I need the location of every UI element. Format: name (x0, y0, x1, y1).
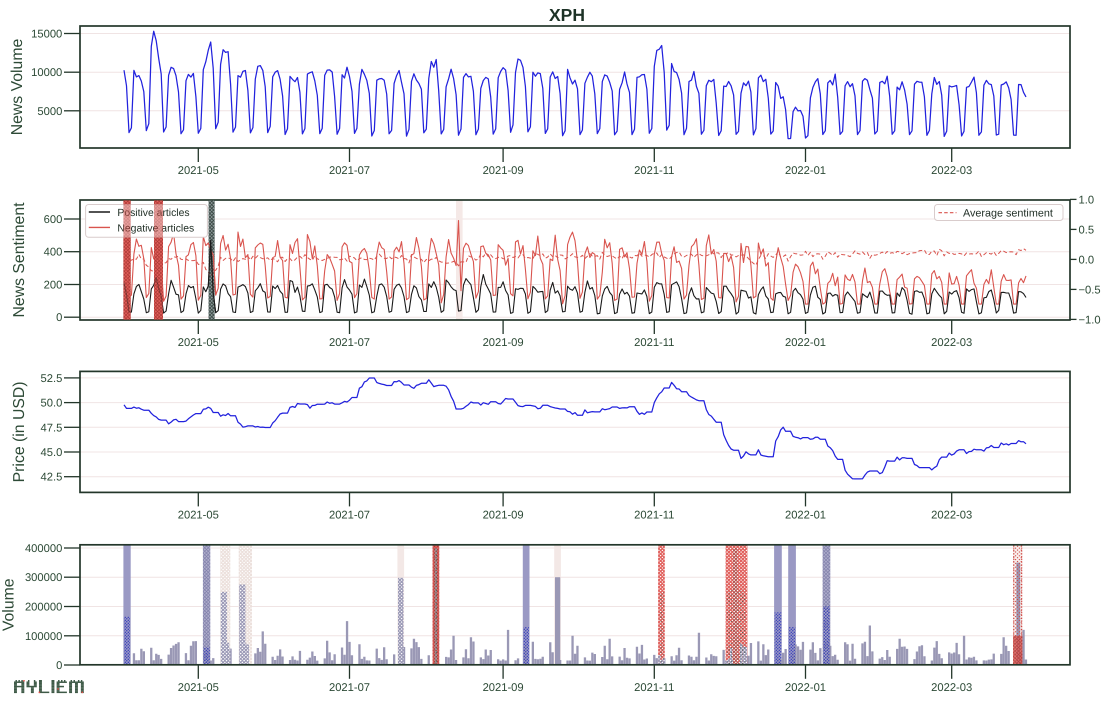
svg-text:400000: 400000 (25, 543, 62, 555)
svg-text:2021-05: 2021-05 (178, 165, 219, 177)
svg-text:2021-05: 2021-05 (178, 510, 219, 522)
svg-text:2021-05: 2021-05 (178, 337, 219, 349)
svg-text:Positive articles: Positive articles (117, 208, 189, 219)
svg-text:400: 400 (44, 247, 63, 259)
svg-text:45.0: 45.0 (41, 447, 63, 459)
svg-text:2021-07: 2021-07 (329, 510, 370, 522)
svg-text:−1.0: −1.0 (1079, 314, 1101, 326)
svg-text:News Volume: News Volume (9, 39, 26, 136)
svg-text:2022-03: 2022-03 (931, 682, 972, 694)
svg-text:15000: 15000 (31, 29, 62, 41)
svg-text:2021-11: 2021-11 (634, 165, 674, 177)
svg-text:2021-07: 2021-07 (329, 165, 370, 177)
svg-text:0: 0 (56, 660, 62, 672)
svg-text:42.5: 42.5 (41, 472, 63, 484)
svg-text:Average sentiment: Average sentiment (963, 207, 1053, 219)
svg-text:200: 200 (44, 280, 63, 292)
svg-text:Price (in USD): Price (in USD) (11, 381, 28, 482)
svg-text:47.5: 47.5 (41, 422, 63, 434)
svg-text:600: 600 (44, 214, 63, 226)
svg-text:52.5: 52.5 (41, 373, 63, 385)
svg-text:2022-01: 2022-01 (785, 682, 826, 694)
svg-text:2021-09: 2021-09 (483, 510, 524, 522)
svg-text:Volume: Volume (1, 578, 18, 631)
svg-text:XPH: XPH (549, 5, 585, 25)
svg-text:0.5: 0.5 (1079, 224, 1095, 236)
svg-text:2021-07: 2021-07 (329, 337, 370, 349)
svg-text:2021-09: 2021-09 (483, 165, 524, 177)
svg-text:2022-01: 2022-01 (785, 337, 826, 349)
svg-text:2021-09: 2021-09 (483, 337, 524, 349)
svg-text:2021-11: 2021-11 (634, 337, 674, 349)
svg-text:−0.5: −0.5 (1079, 284, 1101, 296)
svg-text:2022-03: 2022-03 (931, 165, 972, 177)
svg-text:1.0: 1.0 (1079, 194, 1095, 206)
svg-text:News Sentiment: News Sentiment (11, 202, 28, 318)
svg-text:200000: 200000 (25, 602, 62, 614)
svg-text:300000: 300000 (25, 572, 62, 584)
svg-text:50.0: 50.0 (41, 398, 63, 410)
svg-text:2021-05: 2021-05 (178, 682, 219, 694)
svg-text:10000: 10000 (31, 67, 62, 79)
svg-text:2022-03: 2022-03 (931, 510, 972, 522)
svg-text:2021-09: 2021-09 (483, 682, 524, 694)
svg-text:2021-11: 2021-11 (634, 510, 674, 522)
svg-text:0: 0 (56, 312, 62, 324)
svg-text:100000: 100000 (25, 631, 62, 643)
svg-text:2022-03: 2022-03 (931, 337, 972, 349)
svg-text:2022-01: 2022-01 (785, 165, 826, 177)
svg-text:2022-01: 2022-01 (785, 510, 826, 522)
svg-text:2021-07: 2021-07 (329, 682, 370, 694)
svg-text:2021-11: 2021-11 (634, 682, 674, 694)
svg-text:5000: 5000 (37, 106, 62, 118)
svg-text:0.0: 0.0 (1079, 254, 1095, 266)
